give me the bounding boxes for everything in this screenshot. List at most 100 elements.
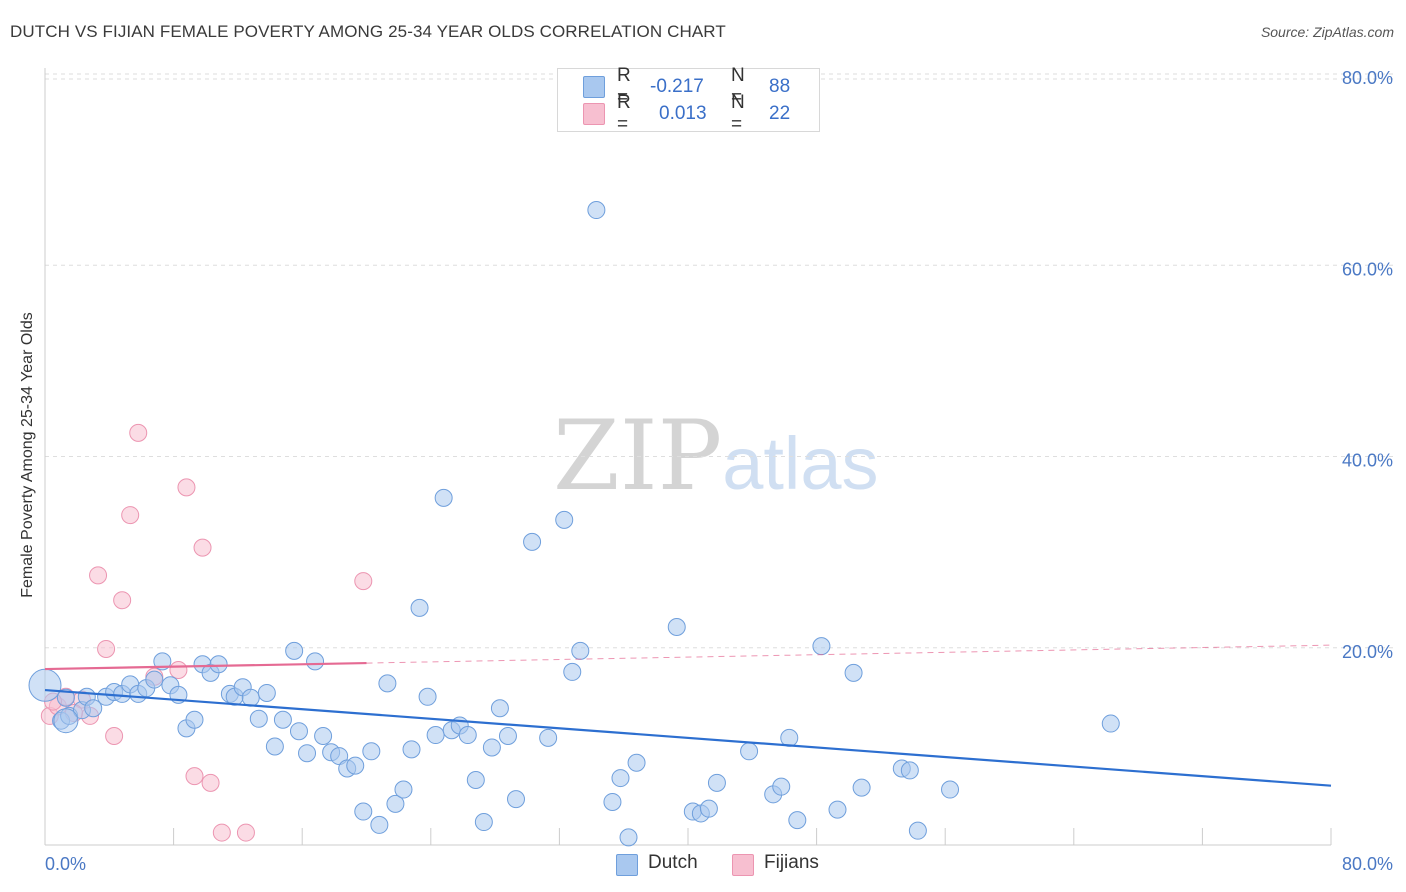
dutch-point — [844, 663, 863, 682]
dutch-point — [458, 726, 477, 745]
fijian-point — [185, 767, 204, 786]
dutch-point — [490, 699, 509, 718]
dutch-point — [812, 637, 831, 656]
dutch-point — [386, 794, 405, 813]
dutch-point — [346, 756, 365, 775]
dutch-point — [1101, 714, 1120, 733]
dutch-point — [306, 652, 325, 671]
fijian-point — [201, 773, 220, 792]
dutch-point — [249, 709, 268, 728]
y-tick-label-60: 60.0% — [1342, 259, 1393, 279]
dutch-point — [362, 742, 381, 761]
dutch-point — [273, 710, 292, 729]
fijian-n-value: 22 — [769, 103, 791, 124]
dutch-point — [563, 662, 582, 681]
dutch-point — [707, 773, 726, 792]
dutch-point — [482, 738, 501, 757]
fijian-trend-line — [44, 661, 367, 671]
fijian-point — [177, 478, 196, 497]
dutch-point — [370, 815, 389, 834]
fijian-legend-label: Fijians — [764, 852, 819, 873]
y-tick-label-40: 40.0% — [1342, 451, 1393, 471]
dutch-point — [828, 800, 847, 819]
dutch-point — [506, 790, 525, 809]
dutch-point — [852, 778, 871, 797]
fijian-point — [169, 661, 188, 680]
dutch-n-value: 88 — [769, 76, 791, 97]
dutch-swatch — [583, 76, 605, 98]
dutch-point — [185, 710, 204, 729]
dutch-point — [257, 683, 276, 702]
dutch-point — [153, 652, 172, 671]
fijian-point — [354, 572, 373, 591]
dutch-r-label: R = — [617, 65, 631, 108]
dutch-point — [378, 674, 397, 693]
dutch-point — [788, 811, 807, 830]
dutch-point — [498, 726, 517, 745]
dutch-point — [667, 617, 686, 636]
dutch-point — [780, 728, 799, 747]
dutch-point — [209, 655, 228, 674]
y-tick-label-20: 20.0% — [1342, 642, 1393, 662]
dutch-n-label: N = — [731, 65, 745, 108]
dutch-point — [418, 687, 437, 706]
x-tick-label-min: 0.0% — [45, 854, 86, 874]
fijian-point — [97, 639, 116, 658]
dutch-point — [772, 777, 791, 796]
dutch-point — [410, 598, 429, 617]
dutch-point — [402, 740, 421, 759]
fijian-point — [193, 538, 212, 557]
dutch-point — [619, 828, 638, 847]
dutch-point — [145, 670, 164, 689]
fijian-r-value: 0.013 — [659, 103, 707, 124]
dutch-point-cluster — [53, 708, 79, 734]
dutch-point — [354, 802, 373, 821]
fijian-point — [121, 506, 140, 525]
dutch-point — [740, 742, 759, 761]
dutch-legend-label: Dutch — [648, 852, 698, 873]
fijian-point — [105, 726, 124, 745]
dutch-point — [314, 726, 333, 745]
dutch-point — [298, 744, 317, 763]
dutch-point — [611, 769, 630, 788]
dutch-point-large — [28, 668, 62, 702]
dutch-point — [474, 813, 493, 832]
dutch-point — [426, 726, 445, 745]
dutch-point — [603, 792, 622, 811]
fijian-n-label: N = — [731, 92, 745, 135]
dutch-point — [466, 770, 485, 789]
source-credit: Source: ZipAtlas.com — [1260, 24, 1394, 40]
fijian-point — [129, 423, 148, 442]
fijian-r-label: R = — [617, 92, 631, 135]
dutch-point — [539, 728, 558, 747]
dutch-point — [571, 641, 590, 660]
dutch-point — [394, 780, 413, 799]
dutch-point — [241, 688, 260, 707]
chart-title: DUTCH VS FIJIAN FEMALE POVERTY AMONG 25-… — [10, 22, 726, 41]
fijian-trend-extension — [366, 644, 1332, 664]
dutch-point — [555, 510, 574, 529]
y-tick-label-80: 80.0% — [1342, 68, 1393, 88]
dutch-point — [434, 488, 453, 507]
dutch-point — [900, 761, 919, 780]
dutch-point — [908, 821, 927, 840]
dutch-point — [56, 688, 75, 707]
dutch-point — [84, 699, 103, 718]
dutch-point — [265, 737, 284, 756]
dutch-point — [941, 780, 960, 799]
dutch-r-value: -0.217 — [650, 76, 704, 97]
fijian-point — [212, 823, 231, 842]
dutch-point — [285, 641, 304, 660]
x-tick-label-max: 80.0% — [1342, 854, 1393, 874]
dutch-point — [523, 532, 542, 551]
correlation-legend: R = -0.217 N = 88 R = 0.013 N = 22 — [557, 65, 820, 135]
fijian-point — [89, 566, 108, 585]
dutch-trend-line — [44, 688, 1332, 787]
fijian-legend-swatch — [732, 854, 754, 876]
fijian-swatch — [583, 103, 605, 125]
fijian-point — [113, 591, 132, 610]
dutch-point — [699, 799, 718, 818]
dutch-point — [627, 753, 646, 772]
dutch-point — [587, 201, 606, 220]
